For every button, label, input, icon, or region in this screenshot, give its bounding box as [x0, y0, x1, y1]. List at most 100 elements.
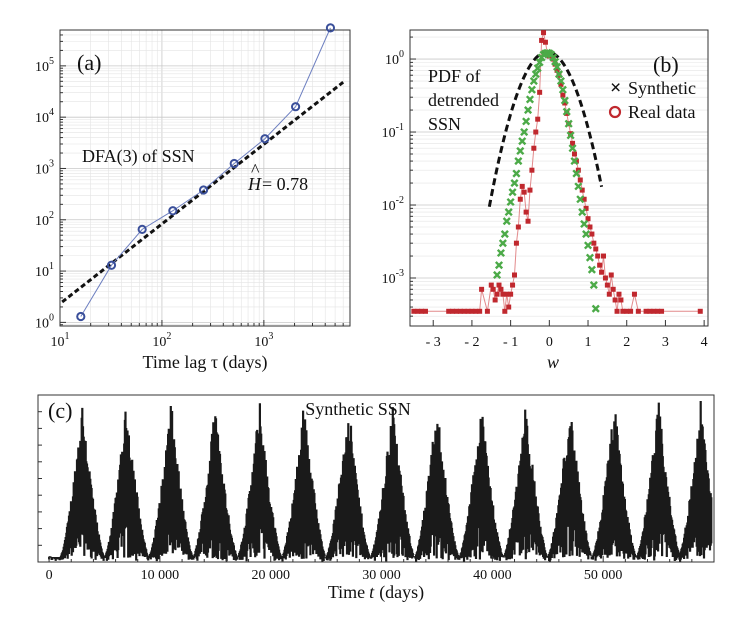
- real-data-point: [558, 81, 564, 87]
- panel-b-legend: × Synthetic Real data: [608, 77, 696, 122]
- panel-a-ytick-label: 105: [35, 56, 54, 75]
- synthetic-point: [506, 197, 515, 207]
- xlabel-prefix: Time: [328, 582, 365, 602]
- synthetic-point-stroke: [520, 127, 529, 137]
- data-point: [168, 206, 178, 216]
- synthetic-point-stroke: [568, 144, 577, 153]
- synthetic-point: [582, 230, 591, 239]
- panel-a-xtick-label-exp: 3: [268, 331, 273, 342]
- real-data-point: [457, 308, 463, 314]
- panel-a-xtick-label: 102: [152, 331, 171, 350]
- real-data-point: [562, 100, 568, 106]
- data-point: [229, 158, 239, 169]
- panel-b-grid: [410, 36, 708, 317]
- legend-synthetic-label: Synthetic: [628, 78, 696, 98]
- panel-b-xtick-label: 2: [623, 335, 630, 350]
- real-data-point: [541, 30, 547, 36]
- legend-synthetic-marker: ×: [610, 77, 621, 99]
- synthetic-point-stroke: [502, 217, 511, 226]
- hurst-value: = 0.78: [262, 174, 308, 194]
- panel-b-xtick-label: - 1: [503, 335, 518, 350]
- real-data-point: [610, 286, 616, 292]
- real-data-point: [510, 282, 516, 288]
- synthetic-point-stroke: [504, 208, 513, 217]
- synthetic-point: [527, 85, 536, 94]
- synthetic-point: [566, 131, 575, 140]
- real-data-point: [612, 297, 618, 303]
- panel-a-ytick-label: 102: [35, 210, 54, 229]
- panel-c-xtick-label: 20 000: [251, 568, 290, 583]
- synthetic-point: [518, 137, 527, 146]
- panel-b-ytick-label-exp: -2: [396, 195, 404, 206]
- panel-a-xtick-label-base: 10: [152, 335, 166, 350]
- real-data-point: [508, 291, 514, 297]
- panel-a-ytick-label-base: 10: [35, 162, 49, 177]
- synthetic-point-stroke: [493, 270, 502, 280]
- real-data-point: [479, 286, 485, 292]
- synthetic-point-stroke: [525, 95, 535, 104]
- synthetic-point: [583, 241, 593, 250]
- synthetic-point-stroke: [496, 248, 505, 258]
- synthetic-point-stroke: [554, 70, 564, 79]
- real-data-point: [517, 196, 523, 202]
- panel-b-annotation-line-1: PDF of: [428, 66, 481, 86]
- synthetic-point: [591, 304, 600, 313]
- synthetic-point-stroke: [523, 106, 533, 115]
- real-data-point: [527, 187, 533, 193]
- panel-c-xtick-label: 0: [46, 568, 53, 583]
- panel-b-frame: [409, 29, 709, 327]
- synthetic-point-stroke: [531, 70, 540, 79]
- real-data-point: [519, 183, 525, 189]
- panel-a-ytick-label-base: 10: [35, 214, 49, 229]
- panel-a-xtick-label-base: 10: [51, 335, 65, 350]
- synthetic-point: [494, 261, 504, 270]
- synthetic-point-stroke: [583, 241, 593, 250]
- real-data-point: [513, 240, 519, 246]
- synthetic-point-stroke: [589, 281, 598, 290]
- synthetic-point: [570, 157, 579, 166]
- synthetic-point-stroke: [564, 119, 573, 128]
- panel-a-ytick-label-exp: 5: [49, 56, 54, 67]
- panel-a-ytick-label: 100: [35, 312, 54, 331]
- panel-b-xtick-label: - 3: [426, 335, 441, 350]
- synthetic-point-stroke: [510, 178, 519, 188]
- synthetic-point: [578, 208, 587, 217]
- synthetic-point: [493, 270, 502, 280]
- real-data-point: [585, 216, 591, 222]
- real-data-point: [568, 131, 574, 137]
- real-data-point: [616, 291, 622, 297]
- panel-a-ytick-label-base: 10: [35, 60, 49, 75]
- synthetic-point: [531, 70, 540, 79]
- data-point: [290, 102, 301, 112]
- real-data-point: [473, 308, 479, 314]
- panel-c-xlabel: Time t (days): [328, 582, 424, 603]
- panel-a-hurst-label: H ^ = 0.78: [247, 160, 308, 194]
- synthetic-point-stroke: [578, 208, 587, 217]
- real-data-point: [614, 308, 620, 314]
- panel-a-ytick-label: 101: [35, 261, 54, 280]
- real-data-point: [500, 291, 506, 297]
- synthetic-point: [564, 119, 573, 128]
- panel-a-xtick-label: 103: [254, 331, 273, 350]
- synthetic-point-stroke: [562, 107, 571, 116]
- synthetic-point-stroke: [553, 62, 562, 71]
- real-data-point: [554, 67, 560, 73]
- xlabel-var: t: [369, 582, 375, 602]
- synthetic-point: [549, 53, 558, 62]
- panel-b-label: (b): [653, 52, 679, 77]
- panel-a-xtick-label-exp: 2: [166, 331, 171, 342]
- synthetic-point: [585, 253, 595, 262]
- real-data-point: [525, 218, 531, 224]
- real-data-point: [579, 187, 585, 193]
- real-data-point: [655, 308, 661, 314]
- synthetic-point-stroke: [518, 137, 527, 146]
- synthetic-point: [510, 178, 519, 188]
- real-data-point: [465, 308, 471, 314]
- synthetic-point: [554, 70, 564, 79]
- real-data-point: [602, 275, 608, 281]
- real-data-point: [635, 308, 641, 314]
- panel-b-ytick-label-base: 10: [382, 126, 396, 141]
- real-data-point: [595, 253, 601, 259]
- panel-c-xtick-label: 30 000: [362, 568, 401, 583]
- synthetic-point-stroke: [572, 169, 581, 178]
